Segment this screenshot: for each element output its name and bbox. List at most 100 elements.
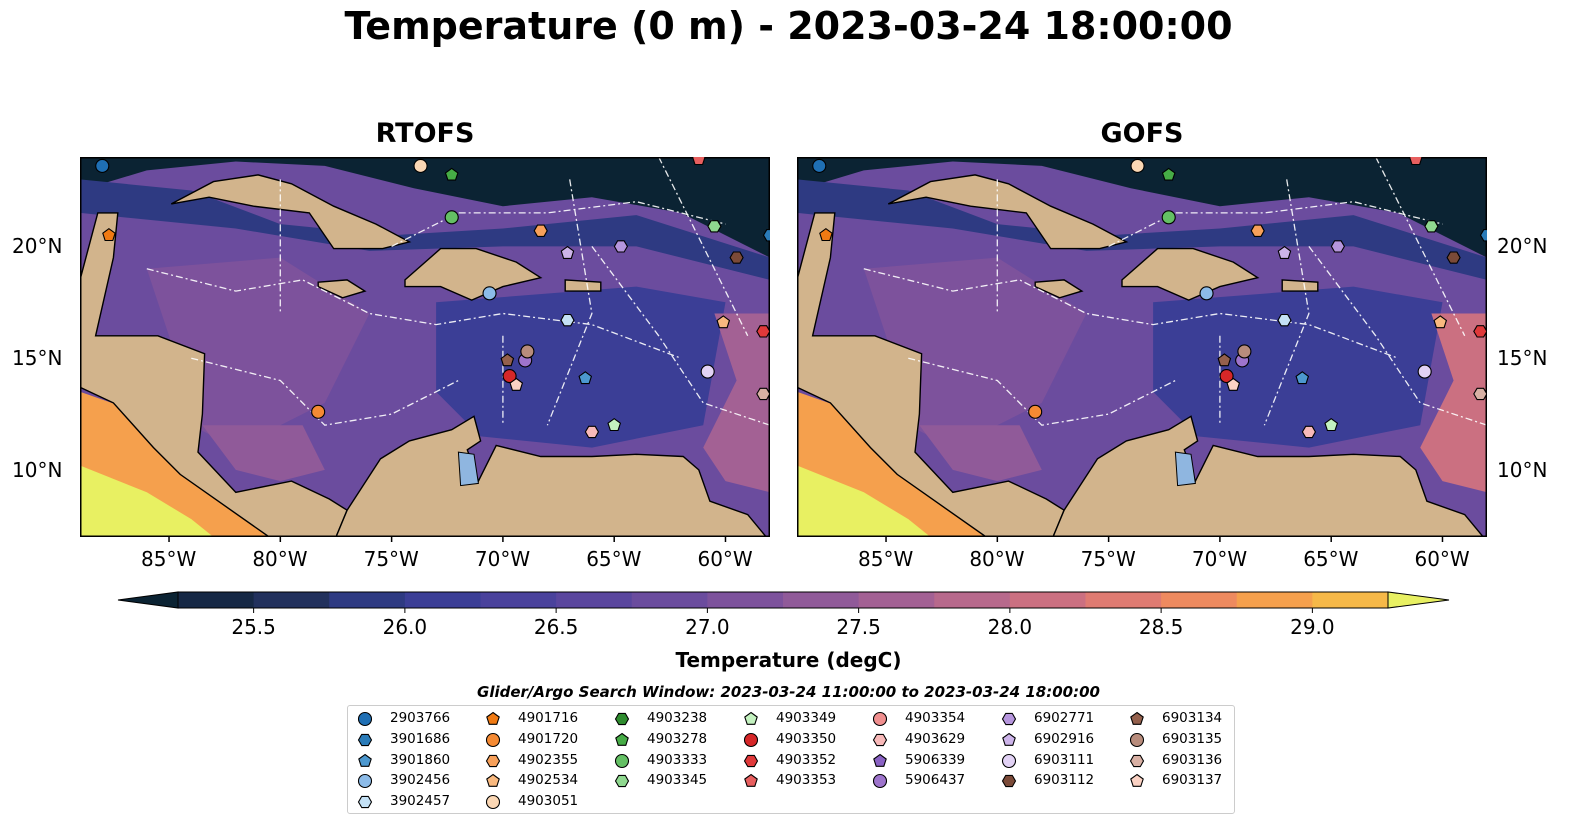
- map-svg-gofs: [797, 157, 1487, 542]
- legend-label: 6903134: [1162, 710, 1223, 726]
- legend-label: 3902456: [390, 772, 451, 789]
- circle-marker-icon: [1001, 753, 1017, 768]
- float-marker-4903345: [707, 220, 722, 233]
- lon-tick-label: 75°W: [1080, 547, 1136, 571]
- circle-marker-icon: [743, 732, 759, 747]
- hexagon-marker-icon: [614, 712, 630, 726]
- float-marker-6903137: [509, 377, 524, 391]
- sst-east-caribbean: [1153, 286, 1443, 448]
- legend-label: 3901860: [390, 751, 451, 768]
- float-marker-3901860: [1295, 371, 1310, 385]
- lon-tick-label: 60°W: [1414, 547, 1470, 571]
- float-marker-4901720: [311, 404, 326, 419]
- float-marker-6903134: [1217, 353, 1232, 367]
- sst-southwest-warm: [202, 425, 325, 482]
- colorbar-segment: [1009, 592, 1086, 608]
- float-marker-4901720: [1028, 404, 1043, 419]
- float-marker-4903350: [502, 369, 517, 384]
- map-panel-gofs[interactable]: [797, 157, 1487, 542]
- lat-tick-label: 20°N: [1497, 234, 1548, 259]
- boundary-line: [591, 246, 770, 426]
- colorbar-segment: [556, 592, 633, 608]
- float-marker-3902456: [482, 286, 497, 301]
- circle-marker-icon: [485, 795, 501, 810]
- sst-cold-north: [797, 157, 1487, 258]
- legend-label: 4903278: [647, 730, 708, 747]
- colorbar-tick-label: 26.5: [534, 615, 579, 639]
- legend: 2903766 3901686 3901860 3902456 3902457 49017…: [347, 705, 1235, 814]
- lat-tick-label: 20°N: [12, 234, 63, 259]
- colorbar-tick-label: 26.0: [383, 615, 428, 639]
- colorbar-extend-low: [117, 591, 179, 609]
- hexagon-marker-icon: [1129, 754, 1145, 767]
- float-marker-6903134: [500, 353, 515, 367]
- float-marker-4903353: [1408, 157, 1423, 166]
- boundary-line: [1108, 201, 1443, 247]
- land-cuba: [170, 174, 412, 250]
- colorbar-segment: [707, 592, 784, 608]
- hexagon-marker-icon: [357, 796, 373, 809]
- colorbar: 25.5 26.0 26.5 27.0 27.5 28.0 28.5 29.0: [117, 591, 1450, 639]
- float-marker-4903349: [1324, 418, 1339, 432]
- legend-label: 5906339: [905, 751, 966, 768]
- circle-marker-icon: [357, 711, 373, 727]
- lon-tick-label: 85°W: [858, 547, 914, 571]
- legend-label: 6903137: [1162, 772, 1223, 789]
- colorbar-extend-high: [1387, 591, 1450, 609]
- colorbar-segment: [480, 592, 557, 608]
- float-marker-4903051: [413, 158, 428, 173]
- colorbar-segment: [253, 592, 330, 608]
- lon-tick-label: 75°W: [363, 547, 419, 571]
- land-south-america: [335, 415, 770, 537]
- map-frame: [80, 157, 770, 537]
- sst-pacific-hot: [80, 465, 214, 537]
- colorbar-segment: [178, 592, 255, 608]
- legend-label: 4903345: [647, 772, 708, 789]
- panel-title-rtofs: RTOFS: [375, 118, 475, 149]
- sst-band-north: [80, 179, 770, 280]
- legend-label: 5906437: [905, 772, 966, 789]
- float-marker-6902771: [613, 240, 629, 253]
- colorbar-tick-label: 28.0: [988, 615, 1033, 639]
- lon-tick-label: 65°W: [1303, 547, 1359, 571]
- float-marker-4902355: [533, 224, 548, 237]
- float-marker-6903112: [1446, 251, 1461, 264]
- sst-pacific-hot: [797, 465, 931, 537]
- pentagon-marker-icon: [744, 711, 758, 725]
- legend-label: 6903136: [1162, 751, 1223, 768]
- pentagon-marker-icon: [615, 732, 629, 746]
- colorbar-segment: [1312, 592, 1389, 608]
- legend-label: 4903333: [647, 751, 708, 768]
- float-marker-6903136: [756, 387, 770, 401]
- land-south-america: [1052, 415, 1487, 537]
- lon-tick-label: 80°W: [252, 547, 308, 571]
- legend-label: 4901716: [518, 710, 579, 726]
- land-central-america: [797, 212, 1065, 537]
- float-marker-6902916: [560, 245, 575, 259]
- float-marker-4903345: [1424, 220, 1439, 233]
- land-cuba: [887, 174, 1129, 250]
- hexagon-marker-icon: [1001, 775, 1017, 788]
- sst-atlantic-east: [1420, 313, 1487, 493]
- pentagon-marker-icon: [873, 753, 887, 767]
- circle-marker-icon: [614, 753, 630, 768]
- float-marker-6903111: [700, 364, 715, 379]
- legend-label: 3902457: [390, 793, 451, 810]
- colorbar-segment: [858, 592, 935, 608]
- float-marker-3902456: [1199, 286, 1214, 301]
- sst-southwest-warm: [919, 425, 1042, 482]
- float-marker-3902457: [1277, 313, 1292, 327]
- colorbar-segment: [631, 592, 708, 608]
- float-marker-4903333: [1161, 210, 1176, 225]
- lon-tick-label: 80°W: [969, 547, 1025, 571]
- circle-marker-icon: [872, 711, 888, 727]
- legend-label: 4903629: [905, 730, 966, 747]
- colorbar-segment: [1236, 592, 1313, 608]
- hexagon-marker-icon: [614, 775, 630, 788]
- hexagon-marker-icon: [1001, 712, 1017, 726]
- float-marker-3901686: [762, 229, 770, 242]
- lon-tick-label: 70°W: [474, 547, 531, 571]
- hexagon-marker-icon: [485, 754, 501, 767]
- lon-tick-label: 85°W: [141, 547, 197, 571]
- map-panel-rtofs[interactable]: [80, 157, 770, 542]
